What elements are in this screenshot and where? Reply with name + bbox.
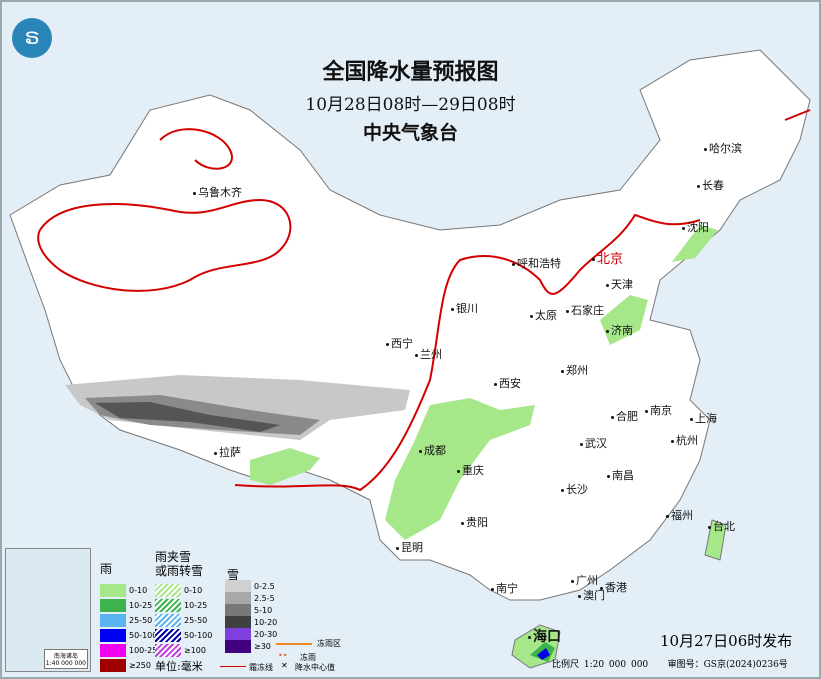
legend-frost-line: 霜冻线 [249, 663, 273, 672]
legend-swatch-sleet [155, 629, 181, 642]
legend-label-rain: 100-250 [129, 646, 163, 655]
city-label: 济南 [606, 322, 633, 338]
frost-line-north [159, 128, 701, 492]
legend-label-rain: 0-10 [129, 586, 148, 595]
cma-logo: ຣ [12, 18, 52, 58]
city-label: 昆明 [396, 539, 423, 555]
city-label: 银川 [451, 300, 478, 316]
legend-swatch-snow [225, 592, 251, 605]
legend-label-snow: ≥30 [254, 642, 271, 651]
south-china-sea-inset: 南海诸岛 1:40 000 000 [5, 548, 91, 672]
frost-line-northeast [784, 109, 811, 121]
frost-line-xinjiang [37, 198, 292, 292]
forecast-period: 10月28日08时—29日08时 [305, 95, 516, 115]
legend-label-snow: 5-10 [254, 606, 273, 615]
legend-label-sleet: ≥100 [184, 646, 206, 655]
legend-label-snow: 0-2.5 [254, 582, 275, 591]
legend-label-rain: 50-100 [129, 631, 158, 640]
legend-swatch-rain [100, 599, 126, 612]
city-label: 海口 [528, 626, 561, 646]
legend-swatch-rain [100, 614, 126, 627]
legend-center-value: 降水中心值 [295, 663, 335, 672]
legend-freezing-rain: 冻雨 [300, 653, 316, 662]
legend-sleet-title-2: 或雨转雪 [155, 564, 204, 578]
city-label: 成都 [419, 442, 446, 458]
legend-label-rain: 10-25 [129, 601, 153, 610]
city-label: 香港 [600, 579, 627, 595]
legend-freezing-rain-area: 冻雨区 [317, 639, 341, 648]
city-label: 南京 [645, 402, 672, 418]
legend-label-snow: 20-30 [254, 630, 278, 639]
city-label: 兰州 [415, 346, 442, 362]
legend-swatch-snow [225, 616, 251, 629]
map-scale: 比例尺 1:20 000 000 [552, 660, 649, 670]
legend-swatch-sleet [155, 614, 181, 627]
legend-swatch-sleet [155, 599, 181, 612]
inset-label: 南海诸岛 1:40 000 000 [43, 649, 88, 669]
city-label: 合肥 [611, 408, 638, 424]
legend-label-rain: ≥250 [129, 661, 151, 670]
legend-swatch-snow [225, 640, 251, 653]
legend-label-rain: 25-50 [129, 616, 153, 625]
legend-label-snow: 10-20 [254, 618, 278, 627]
issuer: 中央气象台 [362, 122, 458, 144]
inset-scale: 1:40 000 000 [45, 660, 86, 667]
city-label: 石家庄 [566, 302, 604, 318]
city-label: 太原 [530, 307, 557, 323]
city-label: 呼和浩特 [512, 255, 561, 271]
legend-label-snow: 2.5-5 [254, 594, 275, 603]
legend-unit: 单位:毫米 [155, 660, 203, 673]
hainan-rainstorm [537, 648, 550, 660]
city-label: 郑州 [561, 362, 588, 378]
city-label: 台北 [708, 518, 735, 534]
legend-snow-title: 雪 [227, 568, 240, 582]
city-label: 杭州 [671, 432, 698, 448]
city-label: 拉萨 [214, 444, 241, 460]
city-label: 贵阳 [461, 514, 488, 530]
map-footer: 比例尺 1:20 000 000 审图号：GS京(2024)0236号 [552, 657, 788, 670]
city-label: 南昌 [607, 467, 634, 483]
city-label: 广州 [571, 572, 598, 588]
city-label: 哈尔滨 [704, 140, 742, 156]
legend-swatch-rain [100, 644, 126, 657]
rain-area-tibet [250, 448, 320, 485]
legend-swatch-sleet [155, 644, 181, 657]
inset-title: 南海诸岛 [53, 653, 78, 660]
snow-area-heavy [95, 402, 280, 432]
city-label: 沈阳 [682, 219, 709, 235]
legend-swatch-snow [225, 580, 251, 593]
city-label: 乌鲁木齐 [193, 184, 242, 200]
legend-sleet-title-1: 雨夹雪 [155, 550, 192, 564]
city-label: 西安 [494, 375, 521, 391]
legend-swatch-rain [100, 584, 126, 597]
city-label: 上海 [690, 410, 717, 426]
legend-swatch-sleet [155, 584, 181, 597]
city-label: 长沙 [561, 481, 588, 497]
map-title: 全国降水量预报图 [322, 59, 499, 85]
legend-label-sleet: 25-50 [184, 616, 208, 625]
city-label: 北京 [592, 248, 623, 267]
legend-label-sleet: 50-100 [184, 631, 213, 640]
city-label: 重庆 [457, 462, 484, 478]
legend-label-sleet: 10-25 [184, 601, 208, 610]
city-label: 西宁 [386, 335, 413, 351]
legend-swatch-rain [100, 659, 126, 672]
frost-line-icon [220, 666, 246, 667]
center-value-icon: ✕ [281, 661, 288, 670]
legend-label-sleet: 0-10 [184, 586, 203, 595]
legend: 雨 雨夹雪 或雨转雪 雪 0-10 10-25 25-50 50-100 100-250… [95, 548, 415, 674]
freezing-rain-area-line [276, 643, 312, 645]
legend-rain-title: 雨 [100, 562, 113, 576]
review-number: 审图号：GS京(2024)0236号 [667, 660, 788, 670]
city-label: 天津 [606, 276, 633, 292]
city-label: 福州 [666, 507, 693, 523]
legend-swatch-rain [100, 629, 126, 642]
freezing-rain-icon: •• [278, 651, 288, 660]
city-label: 长春 [697, 177, 724, 193]
legend-swatch-snow [225, 628, 251, 641]
legend-swatch-snow [225, 604, 251, 617]
issued-time: 10月27日06时发布 [660, 632, 793, 650]
city-label: 南宁 [491, 580, 518, 596]
city-label: 武汉 [580, 435, 607, 451]
